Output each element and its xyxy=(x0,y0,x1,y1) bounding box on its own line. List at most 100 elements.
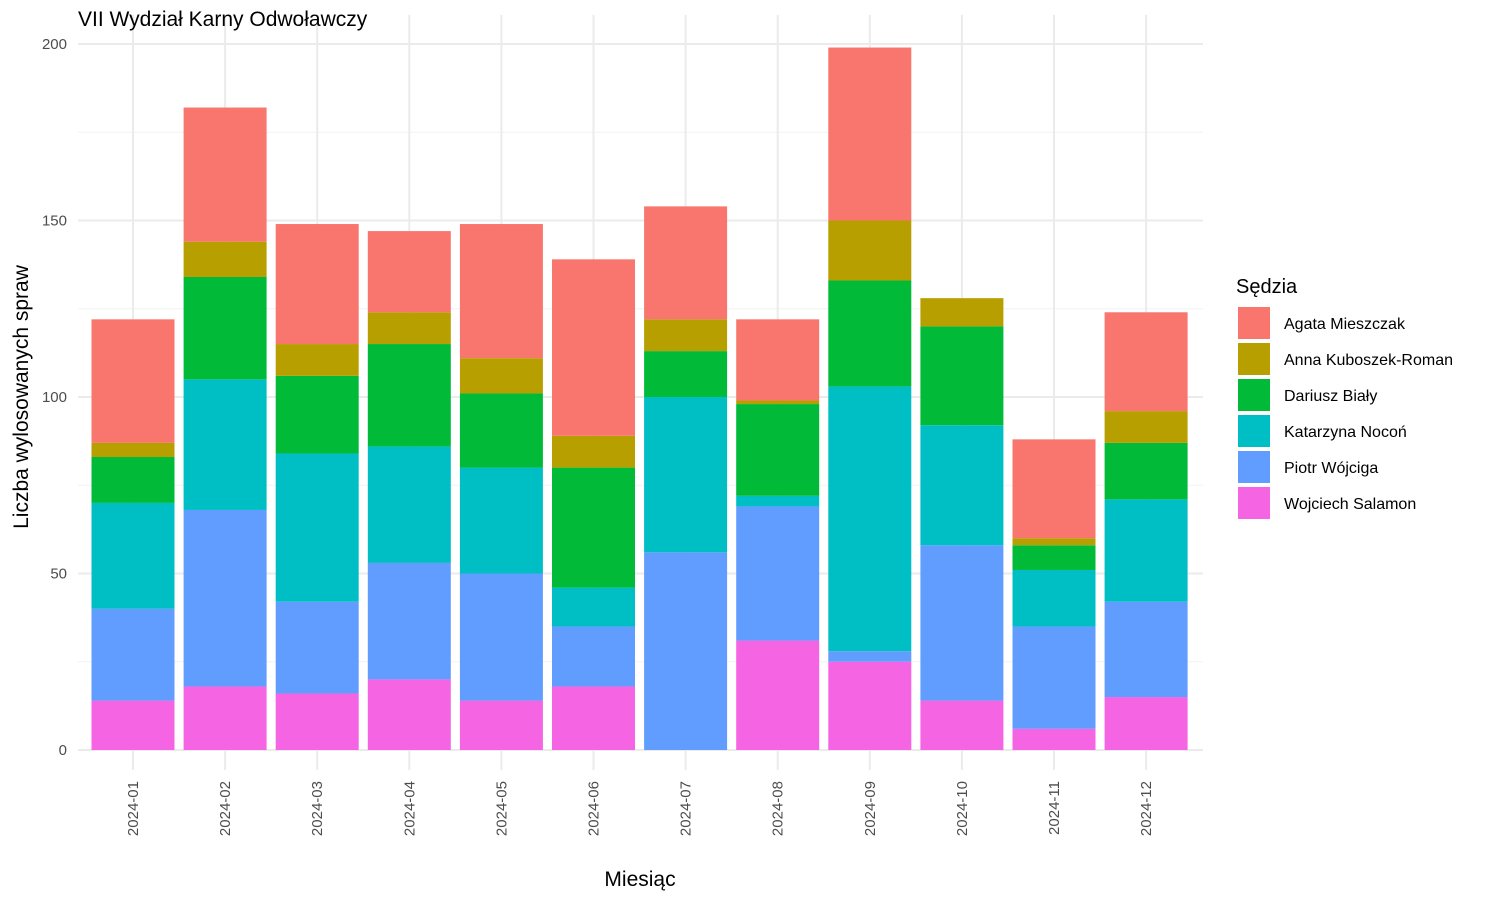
bar-segment xyxy=(920,326,1004,426)
bar-segment xyxy=(367,679,451,750)
legend-swatch xyxy=(1238,379,1270,411)
x-tick-label: 2024-05 xyxy=(493,781,510,836)
bar-segment xyxy=(367,231,451,313)
x-tick-label: 2024-09 xyxy=(862,781,879,836)
bar-segment xyxy=(736,404,820,496)
bar-segment xyxy=(183,241,267,277)
y-tick-label: 100 xyxy=(42,389,67,406)
chart-title: VII Wydział Karny Odwoławczy xyxy=(78,8,368,31)
bar-segment xyxy=(1012,569,1096,627)
legend-title: Sędzia xyxy=(1236,276,1298,298)
bar-segment xyxy=(644,397,728,553)
legend-swatch xyxy=(1238,487,1270,519)
bar-segment xyxy=(91,319,175,443)
legend-label: Piotr Wójciga xyxy=(1284,460,1378,477)
x-tick-label: 2024-02 xyxy=(217,781,234,836)
legend-label: Dariusz Biały xyxy=(1284,388,1377,405)
bar-segment xyxy=(275,224,359,345)
legend-swatch xyxy=(1238,343,1270,375)
bar-segment xyxy=(828,47,912,221)
bar-segment xyxy=(644,351,728,397)
bar-segment xyxy=(736,495,820,507)
bar-segment xyxy=(1104,499,1188,602)
bar-segment xyxy=(275,344,359,376)
bar-segment xyxy=(1012,545,1096,570)
bar-segment xyxy=(1012,439,1096,539)
legend-label: Katarzyna Nocoń xyxy=(1284,424,1407,441)
legend-label: Anna Kuboszek-Roman xyxy=(1284,352,1453,369)
bar-segment xyxy=(183,509,267,687)
legend-swatch xyxy=(1238,307,1270,339)
bar-segment xyxy=(736,506,820,641)
legend-label: Wojciech Salamon xyxy=(1284,496,1416,513)
bar-segment xyxy=(736,319,820,401)
bar-segment xyxy=(1012,728,1096,750)
bar-segment xyxy=(828,220,912,281)
bar-segment xyxy=(183,276,267,380)
bar-segment xyxy=(828,661,912,750)
bar-segment xyxy=(275,453,359,602)
bar-segment xyxy=(552,435,635,468)
bar-segment xyxy=(367,344,451,447)
bar-segment xyxy=(644,319,728,352)
x-tick-label: 2024-03 xyxy=(309,781,326,836)
y-tick-label: 200 xyxy=(42,36,67,53)
bar-segment xyxy=(736,400,820,405)
axis-layer: 0 50 100 150 200 2024-01 2024-02 2024-03 2024-04… xyxy=(42,36,1155,836)
bar-segment xyxy=(920,700,1004,750)
x-tick-label: 2024-04 xyxy=(401,781,418,836)
bar-segment xyxy=(183,686,267,750)
bar-segment xyxy=(459,224,543,359)
bar-segment xyxy=(1012,626,1096,729)
bar-segment xyxy=(459,700,543,750)
bar-segment xyxy=(828,651,912,662)
bar-segment xyxy=(552,686,635,750)
x-tick-label: 2024-07 xyxy=(678,781,695,836)
y-tick-label: 150 xyxy=(42,213,67,230)
bar-segment xyxy=(459,573,543,701)
x-tick-label: 2024-11 xyxy=(1046,781,1063,835)
y-tick-label: 0 xyxy=(59,742,67,759)
y-axis-title: Liczba wylosowanych spraw xyxy=(10,264,33,529)
bar-segment xyxy=(275,375,359,454)
x-axis-title: Miesiąc xyxy=(604,868,675,891)
bar-segment xyxy=(367,312,451,345)
bar-segment xyxy=(459,358,543,394)
bar-segment xyxy=(644,206,728,320)
bar-segment xyxy=(1104,411,1188,443)
bar-segment xyxy=(183,107,267,242)
legend-swatch xyxy=(1238,415,1270,447)
bar-segment xyxy=(275,601,359,694)
bar-segment xyxy=(91,608,175,701)
bar-segment xyxy=(91,700,175,750)
bar-segment xyxy=(920,545,1004,701)
x-tick-label: 2024-08 xyxy=(770,781,787,836)
bar-segment xyxy=(828,386,912,652)
bar-segment xyxy=(644,552,728,750)
bar-segment xyxy=(367,446,451,563)
bar-segment xyxy=(1104,601,1188,698)
bar-segment xyxy=(1104,442,1188,500)
bar-segment xyxy=(736,640,820,750)
bar-segment xyxy=(459,393,543,468)
bar-segment xyxy=(552,587,635,627)
bar-segment xyxy=(91,457,175,503)
bar-segment xyxy=(91,502,175,609)
x-tick-label: 2024-01 xyxy=(125,781,142,836)
bar-segment xyxy=(367,562,451,680)
bar-segment xyxy=(552,467,635,588)
bar-segment xyxy=(1104,312,1188,412)
bar-segment xyxy=(828,280,912,387)
legend-label: Agata Mieszczak xyxy=(1284,316,1406,333)
y-tick-label: 50 xyxy=(50,566,67,583)
bar-segment xyxy=(552,626,635,687)
x-tick-label: 2024-12 xyxy=(1138,781,1155,836)
bars-layer xyxy=(91,47,1188,750)
bar-segment xyxy=(91,442,175,458)
bar-segment xyxy=(1012,538,1096,546)
x-tick-label: 2024-10 xyxy=(954,781,971,836)
x-tick-label: 2024-06 xyxy=(586,781,603,836)
bar-segment xyxy=(459,467,543,574)
